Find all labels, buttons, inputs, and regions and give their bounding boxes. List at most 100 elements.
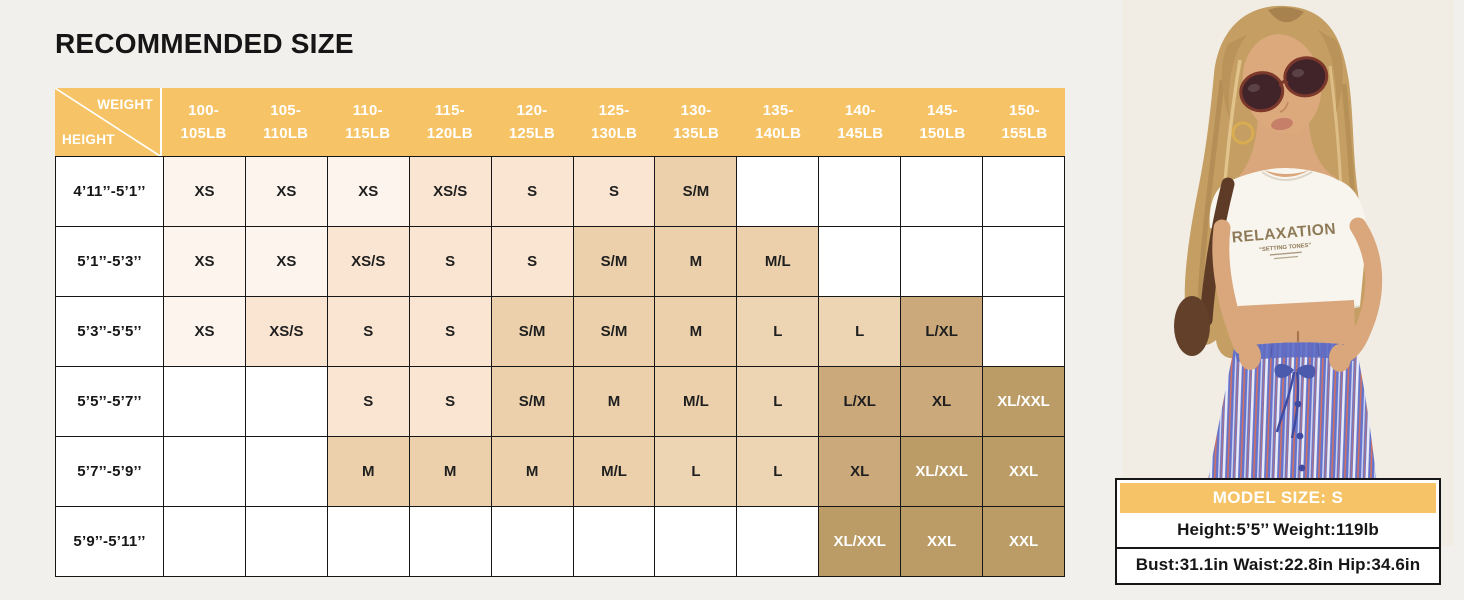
diagonal-divider-line: [55, 88, 160, 156]
page-title: RECOMMENDED SIZE: [55, 28, 354, 59]
size-cell: M: [655, 227, 737, 296]
size-cell-empty: [409, 507, 491, 576]
size-cell-empty: [901, 157, 983, 226]
size-cell: S: [327, 367, 409, 436]
size-cell: M: [409, 437, 491, 506]
size-cell-empty: [737, 157, 819, 226]
size-cell-empty: [164, 367, 245, 436]
size-cell: L: [737, 437, 819, 506]
size-cell: L: [737, 367, 819, 436]
size-cell-empty: [819, 227, 901, 296]
size-cell: M: [573, 367, 655, 436]
size-cell: L/XL: [819, 367, 901, 436]
size-cell: XS: [164, 157, 245, 226]
weight-column-header: 145- 150LB: [919, 101, 966, 142]
size-cell: M/L: [737, 227, 819, 296]
weight-column-header: 125- 130LB: [590, 101, 637, 142]
size-cell: XL/XXL: [901, 437, 983, 506]
size-cell-empty: [164, 437, 245, 506]
size-cell-empty: [245, 507, 327, 576]
size-cell: XXL: [983, 437, 1064, 506]
size-cell-empty: [655, 507, 737, 576]
size-cell: XS: [164, 297, 245, 366]
weight-column-header: 140- 145LB: [837, 101, 884, 142]
size-cell: XS/S: [245, 297, 327, 366]
size-cell: S: [327, 297, 409, 366]
size-cell-empty: [327, 507, 409, 576]
hair-front-left: [1222, 34, 1248, 120]
size-cell: L: [737, 297, 819, 366]
corner-height-label: HEIGHT: [62, 132, 115, 147]
height-row-label: 5’1’’-5’3’’: [56, 227, 163, 296]
size-cell: S: [409, 297, 491, 366]
size-cell: S/M: [491, 297, 573, 366]
size-cell: S: [491, 227, 573, 296]
size-cell-empty: [983, 157, 1064, 226]
model-lips: [1271, 117, 1293, 131]
size-cell: L: [655, 437, 737, 506]
size-cell: S/M: [573, 227, 655, 296]
size-cell-empty: [983, 297, 1064, 366]
size-cell: XL/XXL: [819, 507, 901, 576]
size-cell-empty: [164, 507, 245, 576]
weight-column-header: 115- 120LB: [426, 101, 473, 142]
size-cell: XS: [245, 157, 327, 226]
size-cell-empty: [901, 227, 983, 296]
height-row-label: 4’11’’-5’1’’: [56, 157, 163, 226]
size-cell: M: [327, 437, 409, 506]
size-cell-empty: [983, 227, 1064, 296]
size-cell: M: [655, 297, 737, 366]
size-table-header: WEIGHT HEIGHT 100- 105LB 105- 110LB 110- 115L…: [55, 88, 1065, 156]
model-nose: [1279, 101, 1289, 113]
size-cell-empty: [737, 507, 819, 576]
size-cell: XS/S: [327, 227, 409, 296]
height-row-label: 5’3’’-5’5’’: [56, 297, 163, 366]
size-cell: S: [573, 157, 655, 226]
model-arms: [1212, 217, 1383, 372]
model-photo: RELAXATION “SETTING TONES”: [1122, 0, 1454, 546]
model-size-header: MODEL SIZE: S: [1120, 483, 1436, 513]
hoop-earring: [1231, 121, 1255, 145]
model-info-box: MODEL SIZE: S Height:5’5’’ Weight:119lb …: [1115, 478, 1441, 585]
shirt-subtext: “SETTING TONES”: [1259, 243, 1312, 254]
size-cell: S: [409, 227, 491, 296]
corner-weight-label: WEIGHT: [97, 97, 153, 112]
size-cell: L/XL: [901, 297, 983, 366]
weight-column-header: 135- 140LB: [755, 101, 802, 142]
hair-front-right: [1318, 30, 1343, 112]
weight-column-header: 150- 155LB: [1001, 101, 1048, 142]
height-row-label: 5’5’’-5’7’’: [56, 367, 163, 436]
size-cell: L: [819, 297, 901, 366]
size-cell-empty: [245, 367, 327, 436]
size-cell-empty: [819, 157, 901, 226]
size-cell: S: [409, 367, 491, 436]
weight-height-corner-cell: WEIGHT HEIGHT: [55, 88, 162, 156]
size-cell: S/M: [491, 367, 573, 436]
size-cell: M/L: [655, 367, 737, 436]
size-cell: S: [491, 157, 573, 226]
size-cell: XS/S: [409, 157, 491, 226]
size-cell: XXL: [983, 507, 1064, 576]
size-cell: XL: [819, 437, 901, 506]
model-height-weight: Height:5’5’’ Weight:119lb: [1177, 520, 1379, 539]
skirt-drawstring-bow: [1274, 363, 1316, 439]
size-cell: XS: [327, 157, 409, 226]
size-cell: M/L: [573, 437, 655, 506]
size-cell-empty: [491, 507, 573, 576]
height-row-label: 5’9’’-5’11’’: [56, 507, 163, 576]
height-row-label: 5’7’’-5’9’’: [56, 437, 163, 506]
model-sunglasses: [1239, 56, 1329, 113]
size-table-body: 4’11’’-5’1’’ XS XS XS XS/S S S S/M 5’1’’-5’3’’ XS…: [55, 156, 1065, 577]
size-cell: XL/XXL: [983, 367, 1064, 436]
weight-column-header: 120- 125LB: [508, 101, 555, 142]
size-cell: M: [491, 437, 573, 506]
weight-column-header: 105- 110LB: [263, 101, 309, 142]
weight-column-header: 130- 135LB: [673, 101, 720, 142]
model-neck: [1230, 114, 1336, 184]
size-cell: S/M: [655, 157, 737, 226]
size-cell-empty: [573, 507, 655, 576]
size-cell-empty: [245, 437, 327, 506]
size-cell: XL: [901, 367, 983, 436]
size-cell: XS: [164, 227, 245, 296]
size-table: WEIGHT HEIGHT 100- 105LB 105- 110LB 110- 115L…: [55, 88, 1065, 577]
